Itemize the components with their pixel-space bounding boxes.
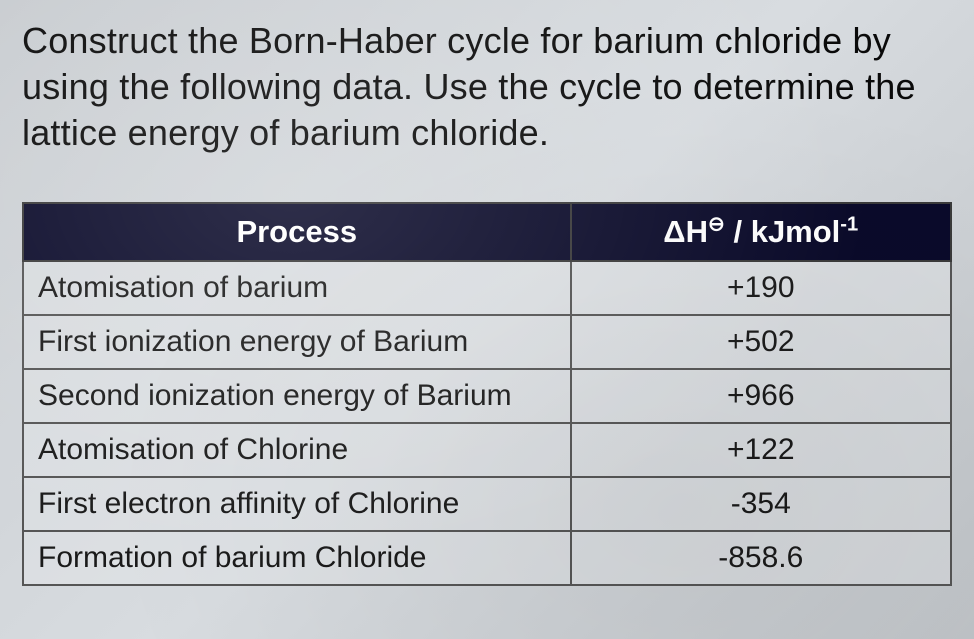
- data-table: Process ΔH⊖ / kJmol-1 Atomisation of bar…: [22, 202, 952, 586]
- table-row: Atomisation of barium +190: [23, 261, 951, 315]
- process-cell: Formation of barium Chloride: [23, 531, 571, 585]
- value-cell: +966: [571, 369, 951, 423]
- table-row: Formation of barium Chloride -858.6: [23, 531, 951, 585]
- header-value: ΔH⊖ / kJmol-1: [571, 203, 951, 261]
- value-cell: -354: [571, 477, 951, 531]
- value-cell: +502: [571, 315, 951, 369]
- table-row: First electron affinity of Chlorine -354: [23, 477, 951, 531]
- process-cell: Second ionization energy of Barium: [23, 369, 571, 423]
- question-text: Construct the Born-Haber cycle for bariu…: [22, 18, 952, 156]
- process-cell: Atomisation of Chlorine: [23, 423, 571, 477]
- process-cell: First electron affinity of Chlorine: [23, 477, 571, 531]
- process-cell: First ionization energy of Barium: [23, 315, 571, 369]
- table-body: Atomisation of barium +190 First ionizat…: [23, 261, 951, 585]
- table-row: Second ionization energy of Barium +966: [23, 369, 951, 423]
- table-header-row: Process ΔH⊖ / kJmol-1: [23, 203, 951, 261]
- value-cell: +190: [571, 261, 951, 315]
- value-cell: +122: [571, 423, 951, 477]
- value-cell: -858.6: [571, 531, 951, 585]
- table-row: Atomisation of Chlorine +122: [23, 423, 951, 477]
- table-row: First ionization energy of Barium +502: [23, 315, 951, 369]
- header-process: Process: [23, 203, 571, 261]
- process-cell: Atomisation of barium: [23, 261, 571, 315]
